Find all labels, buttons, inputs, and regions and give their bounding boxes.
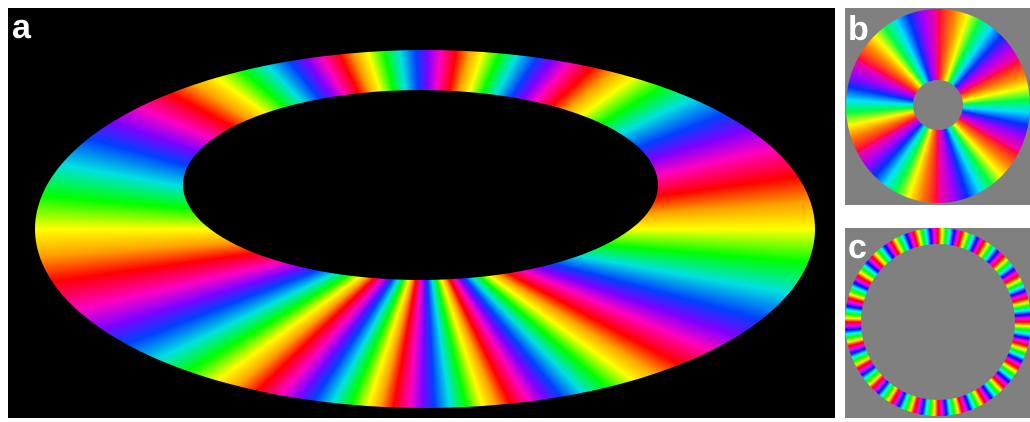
panel-b: b — [845, 8, 1030, 205]
panel-a: a — [8, 8, 835, 418]
panel-c: c — [845, 228, 1030, 418]
ring-hole — [183, 90, 658, 280]
panel-label: b — [848, 10, 869, 48]
thin-ring-hole — [861, 244, 1015, 400]
disk-hole — [913, 80, 963, 130]
panel-label: c — [848, 228, 867, 266]
panel-label: a — [12, 8, 31, 46]
